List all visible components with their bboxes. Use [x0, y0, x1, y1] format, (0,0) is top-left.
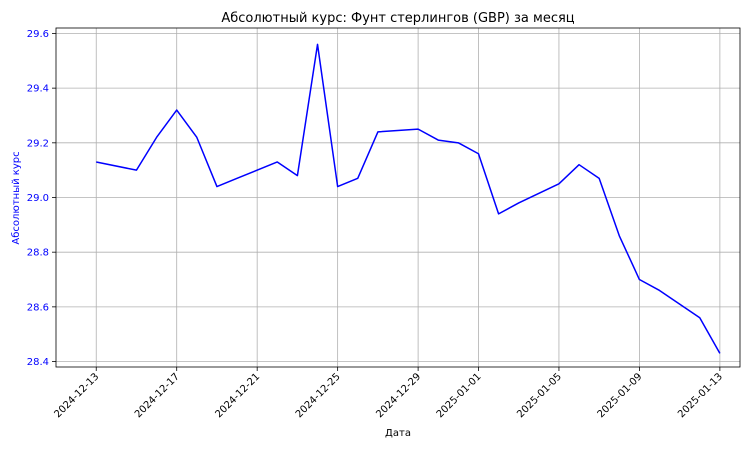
- y-tick-label: 29.2: [27, 138, 49, 149]
- x-axis-label: Дата: [385, 428, 411, 439]
- series-layer: [96, 43, 721, 354]
- grid: [56, 28, 740, 367]
- plot-frame: [55, 27, 741, 368]
- y-tick-label: 28.8: [27, 248, 49, 259]
- y-tick-label: 28.4: [27, 357, 49, 368]
- series-line: [96, 43, 721, 354]
- y-tick-label: 29.6: [27, 29, 49, 40]
- y-tick-label: 29.0: [27, 193, 49, 204]
- y-tick-label: 28.6: [27, 302, 49, 313]
- y-axis-label: Абсолютный курс: [11, 151, 22, 244]
- y-tick-label: 29.4: [27, 84, 49, 95]
- axes: [52, 27, 741, 371]
- chart-title: Абсолютный курс: Фунт стерлингов (GBP) з…: [221, 11, 574, 26]
